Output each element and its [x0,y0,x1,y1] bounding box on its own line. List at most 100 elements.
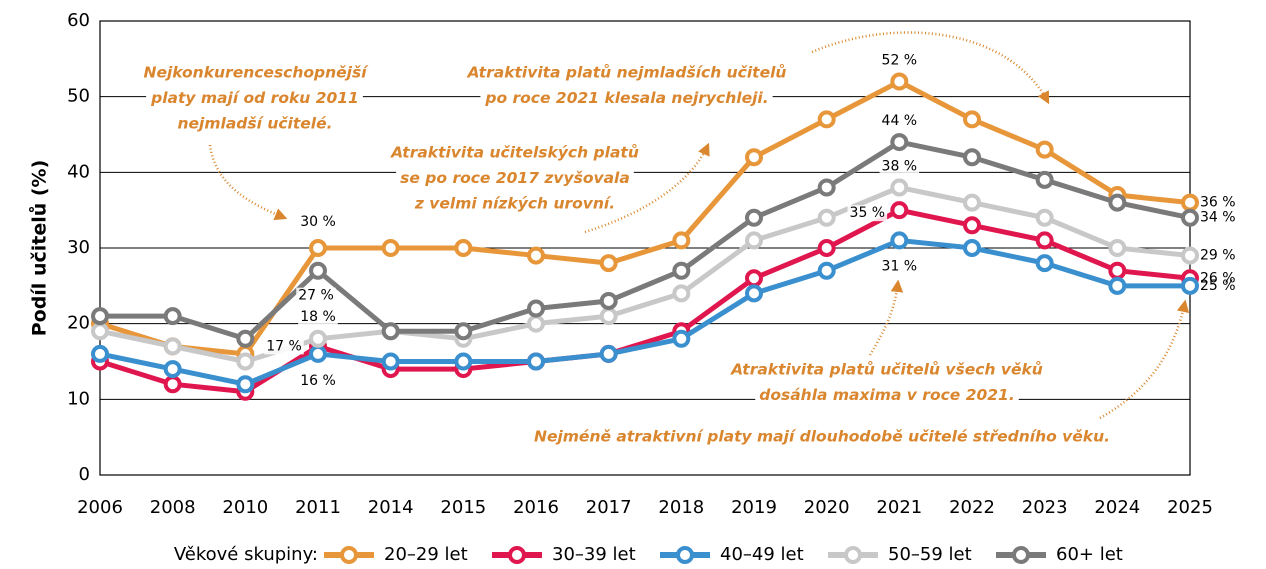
point [163,307,182,326]
point [672,329,691,348]
point [1108,261,1127,280]
point [599,291,618,310]
value-label: 18 % [300,309,336,325]
point [236,329,255,348]
value-label-bg [879,258,920,275]
annotation: z velmi nízkých urovní. [414,195,615,213]
point [890,72,909,91]
point [672,261,691,280]
annotation: po roce 2021 klesala nejrychleji. [484,89,768,107]
x-tick-label: 2008 [150,497,196,518]
value-label: 27 % [298,288,334,304]
point [1108,276,1127,295]
annotation-bg [529,426,1115,447]
point [1035,208,1054,227]
value-label: 25 % [1200,278,1236,294]
point [454,239,473,257]
x-tick-label: 2010 [222,497,268,518]
value-label-bg [879,52,920,69]
legend-marker [676,546,694,564]
point [963,110,981,129]
y-tick-label: 20 [67,313,90,334]
x-tick-label: 2021 [876,497,922,518]
point [890,178,909,197]
value-label: 26 % [1200,270,1236,286]
point [1108,193,1127,212]
point [1035,254,1054,273]
point [1035,170,1054,189]
y-tick-label: 30 [67,237,90,258]
x-tick-label: 2018 [658,497,704,518]
point [745,231,763,250]
x-tick-label: 2011 [295,497,341,518]
annotation-bg [409,193,620,214]
point [381,322,400,341]
annotation: nejmladší učitelé. [178,115,333,133]
legend-label: 40–49 let [720,544,804,565]
annotation: platy mají od roku 2011 [150,89,359,107]
x-tick-label: 2006 [77,497,123,518]
point [1108,239,1127,257]
y-axis-label: Podíl učitelů (%) [28,160,51,337]
legend-label: 30–39 let [552,544,636,565]
annotation: Atraktivita platů nejmladších učitelů [467,64,787,82]
x-tick-label: 2019 [731,497,777,518]
value-label: 44 % [882,113,918,129]
x-tick-label: 2025 [1167,497,1213,518]
annotation: dosáhla maxima v roce 2021. [759,386,1014,404]
value-label-bg [264,338,304,355]
annotation: se po roce 2017 zvyšovala [400,169,630,187]
value-label-bg [847,205,888,222]
x-tick-label: 2016 [513,497,559,518]
point [745,148,763,167]
point [163,337,182,356]
point [91,307,109,326]
y-tick-label: 40 [67,161,90,182]
point [236,375,255,394]
annotation-bg [139,62,374,83]
legend-title: Věkové skupiny: [174,544,318,565]
annotation-bg [462,62,791,83]
point [890,133,909,152]
point [309,329,327,348]
point [817,261,836,280]
point [163,360,182,379]
legend-marker [508,546,526,564]
value-label: 16 % [300,373,336,389]
annotation-bg [396,168,634,188]
point [817,178,836,197]
annotation-bg [173,113,337,134]
point [309,239,327,257]
value-label-bg [298,308,338,325]
series-line [99,237,1190,387]
y-tick-label: 60 [67,10,90,31]
point [236,352,255,371]
legend-marker [844,546,862,564]
series-line [99,79,1191,357]
point [890,201,909,220]
point [1181,208,1199,227]
point [890,231,909,250]
x-tick-label: 2022 [949,497,995,518]
value-label: 38 % [882,158,918,174]
x-tick-label: 2015 [440,497,486,518]
point [527,352,545,371]
value-label: 29 % [1200,248,1236,264]
annotation: Atraktivita učitelských platů [390,144,639,162]
value-label-bg [296,287,336,304]
legend-marker [340,546,358,564]
arrows [208,31,1190,420]
x-tick-label: 2023 [1022,497,1068,518]
annotation-bg [146,88,363,108]
x-tick-label: 2020 [804,497,850,518]
point [963,216,981,235]
value-label: 35 % [850,205,886,221]
point [817,208,836,227]
legend-label: 50–59 let [888,544,972,565]
point [91,322,109,341]
point [163,375,182,394]
point [745,284,763,303]
value-label-bg [879,113,920,130]
point [817,110,836,129]
